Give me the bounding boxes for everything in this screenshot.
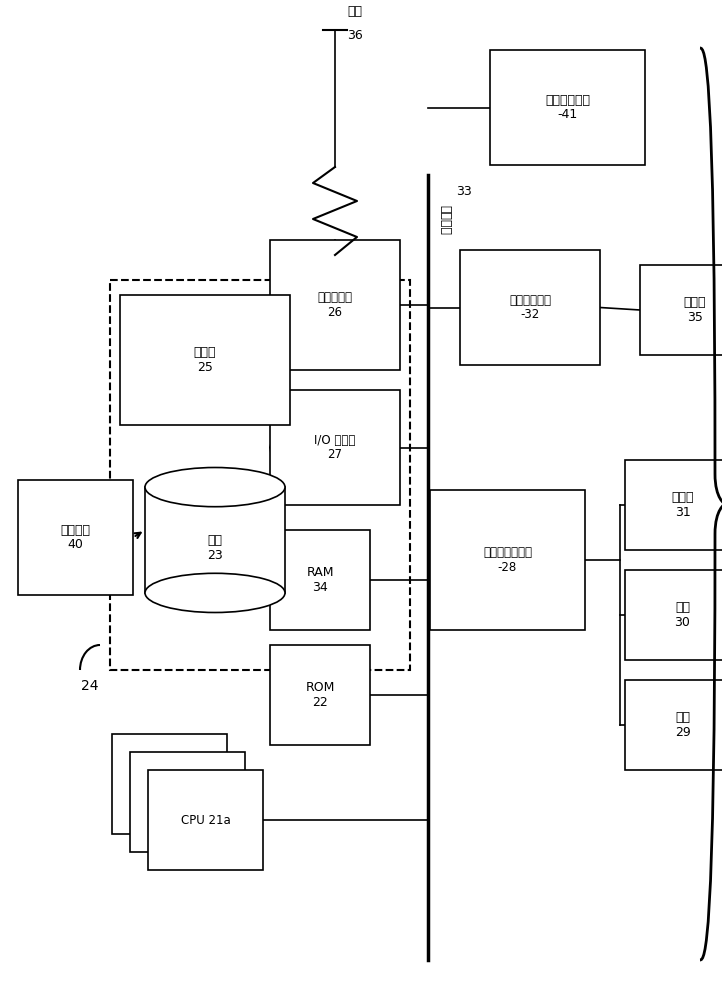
Bar [490, 50, 645, 165]
Bar [460, 250, 600, 365]
Bar [270, 240, 400, 370]
Ellipse shape [145, 468, 285, 507]
Bar [120, 295, 290, 425]
Text: 显示器适配器
-32: 显示器适配器 -32 [509, 294, 551, 322]
Text: 24: 24 [82, 679, 99, 693]
Bar [270, 390, 400, 505]
Text: RAM
34: RAM 34 [306, 566, 334, 594]
Text: 36: 36 [347, 29, 362, 42]
Bar [625, 460, 722, 550]
Text: 系统总线: 系统总线 [438, 205, 451, 235]
Text: 显示器
35: 显示器 35 [684, 296, 706, 324]
Text: I/O 适配器
27: I/O 适配器 27 [314, 434, 356, 462]
Bar [270, 530, 370, 630]
Text: CPU 21a: CPU 21a [180, 814, 230, 826]
Text: 鼠标
30: 鼠标 30 [674, 601, 690, 629]
Bar [430, 490, 585, 630]
Bar [130, 752, 245, 852]
Text: 通信适配器
26: 通信适配器 26 [318, 291, 352, 319]
Bar [270, 645, 370, 745]
Text: 带单元
25: 带单元 25 [193, 346, 217, 374]
Text: ROM
22: ROM 22 [305, 681, 335, 709]
Bar [112, 734, 227, 834]
Text: 33: 33 [456, 185, 471, 198]
Bar [18, 480, 133, 595]
Bar [625, 680, 722, 770]
Text: 图形处理单元
-41: 图形处理单元 -41 [545, 94, 590, 121]
Text: CPU 21c: CPU 21c [145, 778, 194, 790]
Bar [110, 280, 410, 670]
Text: 键盘
29: 键盘 29 [674, 711, 690, 739]
Bar [148, 770, 263, 870]
Bar [145, 487, 285, 593]
Text: 扬声器
31: 扬声器 31 [671, 491, 694, 519]
Text: 硬盘
23: 硬盘 23 [207, 534, 223, 562]
Text: 操作系统
40: 操作系统 40 [61, 524, 90, 552]
Bar [625, 570, 722, 660]
Bar [640, 265, 722, 355]
Text: 网络: 网络 [347, 5, 362, 18]
Ellipse shape [145, 573, 285, 612]
Text: 用户接口适配器
-28: 用户接口适配器 -28 [483, 546, 532, 574]
Text: CPU 21b: CPU 21b [162, 796, 212, 808]
